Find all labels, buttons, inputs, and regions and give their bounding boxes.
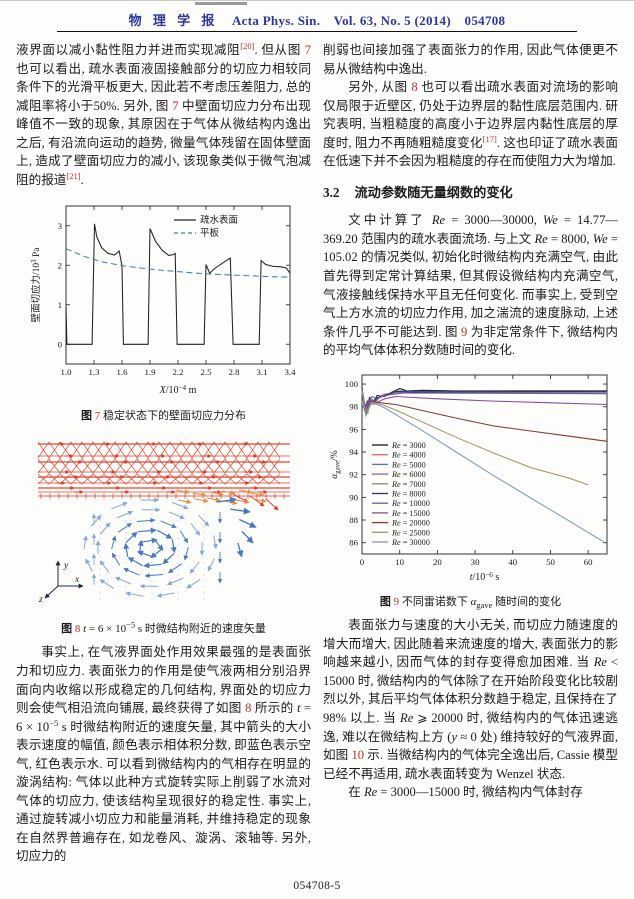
svg-text:3.1: 3.1 [256, 367, 267, 377]
svg-text:100: 100 [344, 379, 358, 389]
svg-text:86: 86 [349, 537, 358, 547]
fig7-chart: 1.0 1.3 1.6 1.9 2.2 2.5 2.8 3.1 3.4 0 1 2 3 X/10−4 m 壁… [28, 198, 300, 400]
paragraph-boundary-layer: 另外, 从图 8 也可以看出疏水表面对流场的影响仅局限于近壁区, 仍处于边界层的… [323, 78, 618, 171]
journal-title-cn: 物 理 学 报 [129, 13, 219, 28]
scan-artifact [195, 2, 247, 5]
volume-info: Vol. 63, No. 5 (2014) [334, 13, 451, 28]
svg-text:2: 2 [57, 261, 61, 271]
paragraph-gas-retention: 在 Re = 3000—15000 时, 微结构内气体封存 [323, 783, 618, 802]
section-title: 流动参数随无量纲数的变化 [354, 184, 512, 203]
svg-text:1.3: 1.3 [88, 367, 100, 377]
svg-text:Re = 20000: Re = 20000 [391, 518, 430, 527]
svg-text:t/10−6 s: t/10−6 s [469, 571, 499, 583]
svg-text:92: 92 [349, 469, 358, 479]
svg-text:88: 88 [349, 515, 358, 525]
svg-text:1.9: 1.9 [144, 367, 156, 377]
svg-text:3.4: 3.4 [284, 367, 296, 377]
svg-text:90: 90 [349, 492, 358, 502]
figure9: 0 10 20 30 40 50 60 86 88 90 92 94 96 98 100 t/10−6 s αg… [323, 369, 618, 593]
figure7-caption: 图 7 稳定状态下的壁面切应力分布 [16, 409, 311, 423]
article-number: 054708 [465, 13, 506, 28]
svg-text:2.8: 2.8 [228, 367, 240, 377]
left-column: 液界面以减小黏性阻力并进而实现减阻[20]. 但从图 7 也可以看出, 疏水表面… [16, 41, 311, 866]
svg-text:Re = 4000: Re = 4000 [391, 450, 426, 459]
section-heading: 3.2 流动参数随无量纲数的变化 [323, 184, 618, 203]
fig9-chart: 0 10 20 30 40 50 60 86 88 90 92 94 96 98 100 t/10−6 s αg… [326, 369, 616, 587]
svg-text:0: 0 [359, 557, 364, 567]
figure7: 1.0 1.3 1.6 1.9 2.2 2.5 2.8 3.1 3.4 0 1 2 3 X/10−4 m 壁… [16, 198, 311, 406]
paragraph-vortex-discussion: 事实上, 在气液界面处作用效果最强的是表面张力和切应力. 表面张力的作用是使气液… [16, 643, 311, 866]
svg-text:1.0: 1.0 [60, 367, 72, 377]
svg-text:平板: 平板 [200, 227, 220, 239]
paragraph-continuation: 削弱也间接加强了表面张力的作用, 因此气体便更不易从微结构中逸出. [323, 41, 618, 78]
svg-text:3: 3 [57, 221, 62, 231]
page-header: 物 理 学 报 Acta Phys. Sin. Vol. 63, No. 5 (… [0, 10, 634, 29]
svg-text:10: 10 [395, 557, 404, 567]
header-rule [57, 31, 577, 32]
svg-text:Re = 5000: Re = 5000 [391, 460, 426, 469]
paragraph-reynolds-range: 文中计算了 Re = 3000—30000, We = 14.77—369.20… [323, 211, 618, 359]
two-column-body: 液界面以减小黏性阻力并进而实现减阻[20]. 但从图 7 也可以看出, 疏水表面… [16, 41, 618, 866]
svg-text:疏水表面: 疏水表面 [200, 214, 238, 226]
section-number: 3.2 [323, 184, 339, 203]
svg-text:Re = 8000: Re = 8000 [391, 489, 426, 498]
journal-title-en: Acta Phys. Sin. [232, 13, 320, 28]
svg-text:2.2: 2.2 [172, 367, 183, 377]
svg-text:1: 1 [57, 300, 61, 310]
svg-text:Re = 25000: Re = 25000 [391, 528, 430, 537]
svg-text:60: 60 [583, 557, 592, 567]
svg-text:y: y [63, 561, 69, 571]
svg-text:x: x [74, 575, 80, 585]
svg-text:Re = 10000: Re = 10000 [391, 499, 430, 508]
svg-text:50: 50 [546, 557, 555, 567]
svg-text:Re = 7000: Re = 7000 [391, 480, 426, 489]
svg-text:96: 96 [349, 424, 358, 434]
figure8-caption: 图 8 t = 6 × 10−5 s 时微结构附近的速度矢量 [16, 622, 311, 636]
right-column: 削弱也间接加强了表面张力的作用, 因此气体便更不易从微结构中逸出. 另外, 从图… [323, 41, 618, 866]
svg-text:X/10−4 m: X/10−4 m [158, 384, 196, 396]
page-number: 054708-5 [0, 880, 634, 892]
svg-text:壁面切应力/103 Pa: 壁面切应力/103 Pa [30, 247, 42, 323]
svg-text:Re = 30000: Re = 30000 [391, 538, 430, 547]
fig8-vector-plot: yx z [28, 436, 300, 614]
svg-text:αgave/%: αgave/% [330, 450, 342, 479]
svg-text:z: z [38, 595, 43, 605]
svg-text:40: 40 [508, 557, 517, 567]
svg-text:Re = 15000: Re = 15000 [391, 509, 430, 518]
paragraph-drag-reduction: 液界面以减小黏性阻力并进而实现减阻[20]. 但从图 7 也可以看出, 疏水表面… [16, 41, 311, 189]
svg-text:98: 98 [349, 401, 358, 411]
figure9-caption: 图 9 不同雷诺数下 αgave 随时间的变化 [323, 595, 618, 609]
svg-text:1.6: 1.6 [116, 367, 128, 377]
svg-text:Re = 6000: Re = 6000 [391, 470, 426, 479]
svg-text:94: 94 [349, 447, 358, 457]
paragraph-gas-escape: 表面张力与速度的大小无关, 而切应力随速度的增大而增大, 因此随着来流速度的增大… [323, 616, 618, 783]
svg-text:2.5: 2.5 [200, 367, 212, 377]
svg-text:0: 0 [57, 340, 62, 350]
svg-text:20: 20 [432, 557, 441, 567]
svg-text:Re = 3000: Re = 3000 [391, 441, 426, 450]
svg-text:30: 30 [470, 557, 479, 567]
